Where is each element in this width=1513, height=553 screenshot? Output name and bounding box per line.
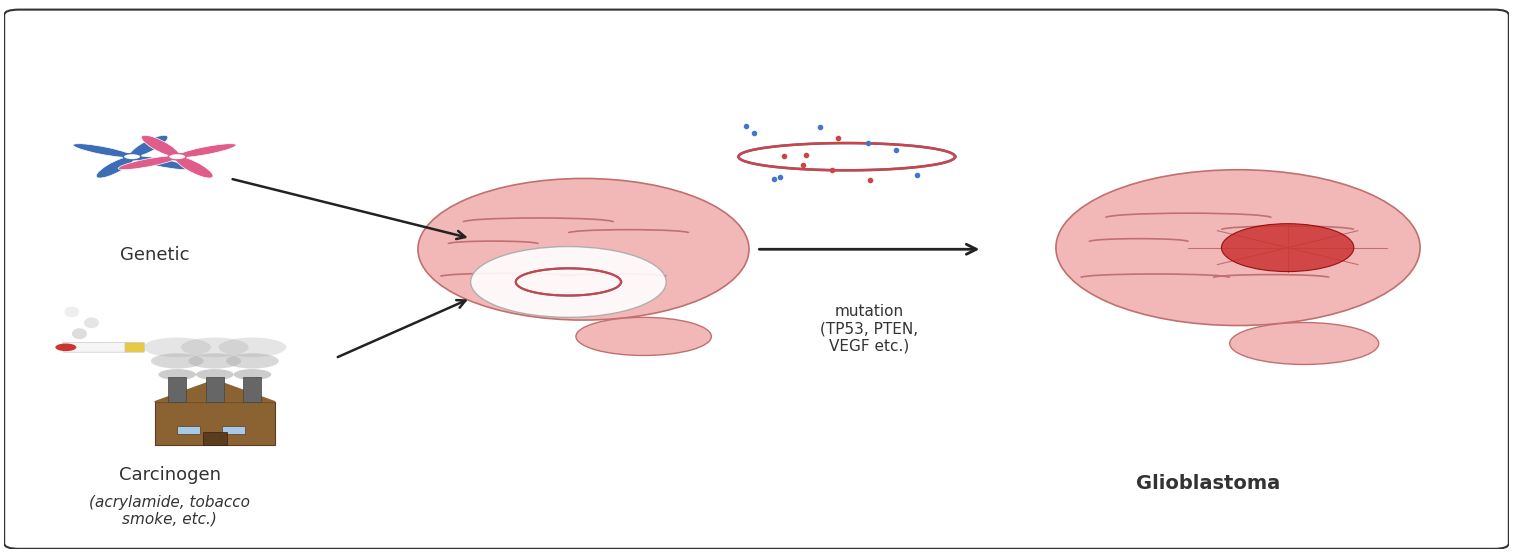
Ellipse shape bbox=[168, 154, 186, 160]
Ellipse shape bbox=[159, 369, 197, 380]
Bar bbox=[206, 377, 224, 402]
Polygon shape bbox=[154, 380, 275, 402]
Ellipse shape bbox=[73, 328, 86, 339]
Text: Genetic: Genetic bbox=[120, 246, 189, 264]
Ellipse shape bbox=[233, 369, 271, 380]
Ellipse shape bbox=[176, 156, 213, 178]
Bar bbox=[203, 432, 227, 445]
Ellipse shape bbox=[1230, 322, 1378, 364]
FancyBboxPatch shape bbox=[64, 342, 129, 352]
Text: Glioblastoma: Glioblastoma bbox=[1136, 474, 1280, 493]
Ellipse shape bbox=[118, 156, 177, 170]
Ellipse shape bbox=[1056, 170, 1421, 326]
Ellipse shape bbox=[418, 179, 749, 320]
Ellipse shape bbox=[151, 353, 204, 368]
Circle shape bbox=[1221, 223, 1354, 272]
Ellipse shape bbox=[189, 353, 241, 368]
Circle shape bbox=[56, 343, 76, 351]
Ellipse shape bbox=[197, 369, 233, 380]
Ellipse shape bbox=[576, 317, 711, 356]
Ellipse shape bbox=[123, 154, 141, 160]
Ellipse shape bbox=[132, 156, 191, 170]
Bar bbox=[168, 377, 186, 402]
FancyBboxPatch shape bbox=[5, 9, 1508, 549]
Ellipse shape bbox=[130, 135, 168, 157]
Ellipse shape bbox=[97, 156, 135, 178]
Text: Carcinogen: Carcinogen bbox=[118, 466, 221, 484]
FancyBboxPatch shape bbox=[154, 402, 275, 445]
Ellipse shape bbox=[225, 353, 278, 368]
Bar bbox=[177, 426, 200, 435]
Text: mutation
(TP53, PTEN,
VEGF etc.): mutation (TP53, PTEN, VEGF etc.) bbox=[820, 304, 918, 353]
Ellipse shape bbox=[182, 337, 248, 357]
Text: (acrylamide, tobacco
smoke, etc.): (acrylamide, tobacco smoke, etc.) bbox=[89, 494, 250, 527]
Ellipse shape bbox=[141, 135, 179, 157]
Bar bbox=[222, 426, 245, 435]
Circle shape bbox=[471, 247, 666, 317]
Ellipse shape bbox=[144, 337, 210, 357]
Ellipse shape bbox=[83, 317, 98, 328]
FancyBboxPatch shape bbox=[126, 342, 144, 352]
Ellipse shape bbox=[73, 144, 133, 158]
Ellipse shape bbox=[65, 306, 79, 317]
Bar bbox=[244, 377, 262, 402]
Ellipse shape bbox=[218, 337, 286, 357]
Ellipse shape bbox=[177, 144, 236, 158]
